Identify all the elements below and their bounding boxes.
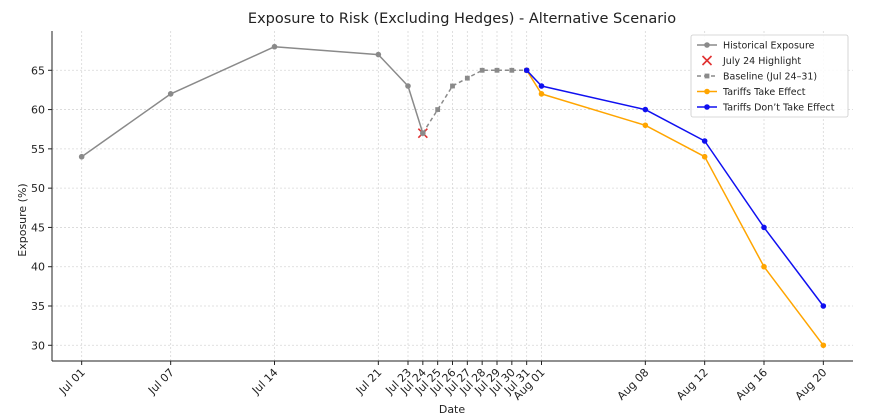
x-tick-label: Aug 12: [674, 366, 711, 403]
x-tick-label: Jul 14: [249, 366, 281, 398]
legend-marker: [704, 104, 710, 110]
data-point: [450, 83, 455, 89]
series-line: [422, 69, 527, 134]
data-point: [820, 342, 827, 349]
y-axis-label: Exposure (%): [16, 183, 29, 256]
legend-box: [690, 34, 849, 118]
data-point: [642, 106, 649, 113]
series-0: [78, 43, 426, 160]
x-tick-label: Jul 01: [56, 366, 88, 398]
legend-marker: [704, 42, 710, 48]
data-point: [701, 153, 708, 160]
legend-label: Tariffs Take Effect: [722, 87, 806, 98]
data-point: [78, 153, 85, 160]
y-tick-label: 30: [31, 339, 45, 352]
y-tick-label: 45: [31, 221, 45, 234]
legend-item: Baseline (Jul 24–31): [697, 72, 817, 83]
series-line: [526, 69, 824, 346]
legend-item: Tariffs Don’t Take Effect: [697, 103, 835, 114]
x-tick-label: Jul 21: [353, 366, 385, 398]
legend: Historical Exposure July 24 Highlight Base…: [690, 34, 849, 118]
data-point: [701, 138, 708, 144]
data-point: [435, 107, 441, 112]
data-point: [538, 91, 545, 97]
y-tick-label: 40: [31, 261, 45, 274]
data-point: [479, 67, 485, 73]
series-2: [420, 67, 530, 136]
y-tick-label: 60: [31, 104, 45, 117]
series-layer: [78, 43, 827, 349]
data-point: [375, 51, 382, 58]
data-point: [538, 83, 545, 89]
x-tick-label: Aug 08: [615, 366, 652, 403]
legend-marker: [704, 73, 710, 79]
x-tick-label: Aug 16: [733, 366, 770, 403]
y-tick-label: 65: [31, 64, 45, 77]
series-line: [526, 69, 824, 307]
data-point: [405, 83, 411, 89]
legend-label: Baseline (Jul 24–31): [723, 72, 817, 83]
legend-label: July 24 Highlight: [722, 56, 801, 67]
data-point: [523, 67, 530, 74]
series-4: [523, 67, 827, 309]
legend-item: July 24 Highlight: [701, 55, 801, 67]
series-3: [523, 67, 827, 349]
series-line: [81, 45, 424, 158]
x-tick-label: Jul 07: [145, 366, 177, 398]
chart-title: Exposure to Risk (Excluding Hedges) - Al…: [248, 11, 676, 27]
data-point: [494, 67, 500, 73]
legend-label: Historical Exposure: [723, 41, 815, 52]
legend-item: Tariffs Take Effect: [697, 87, 806, 98]
data-point: [271, 43, 278, 50]
data-point: [761, 224, 767, 231]
data-point: [820, 303, 827, 309]
legend-marker: [704, 88, 710, 95]
data-point: [642, 122, 649, 129]
data-point: [464, 75, 470, 81]
data-point: [167, 91, 174, 97]
y-tick-label: 35: [31, 300, 45, 313]
grid: [52, 31, 853, 361]
legend-item: Historical Exposure: [697, 41, 815, 52]
data-point: [761, 263, 767, 270]
legend-label: Tariffs Don’t Take Effect: [722, 103, 835, 114]
data-point: [509, 67, 515, 73]
x-tick-label: Aug 20: [793, 366, 830, 403]
data-point: [420, 130, 426, 136]
x-marker-stroke: [701, 55, 713, 66]
y-tick-label: 55: [31, 143, 45, 156]
legend-marker: [701, 55, 713, 66]
y-tick-label: 50: [31, 182, 45, 195]
x-axis-label: Date: [439, 403, 466, 416]
